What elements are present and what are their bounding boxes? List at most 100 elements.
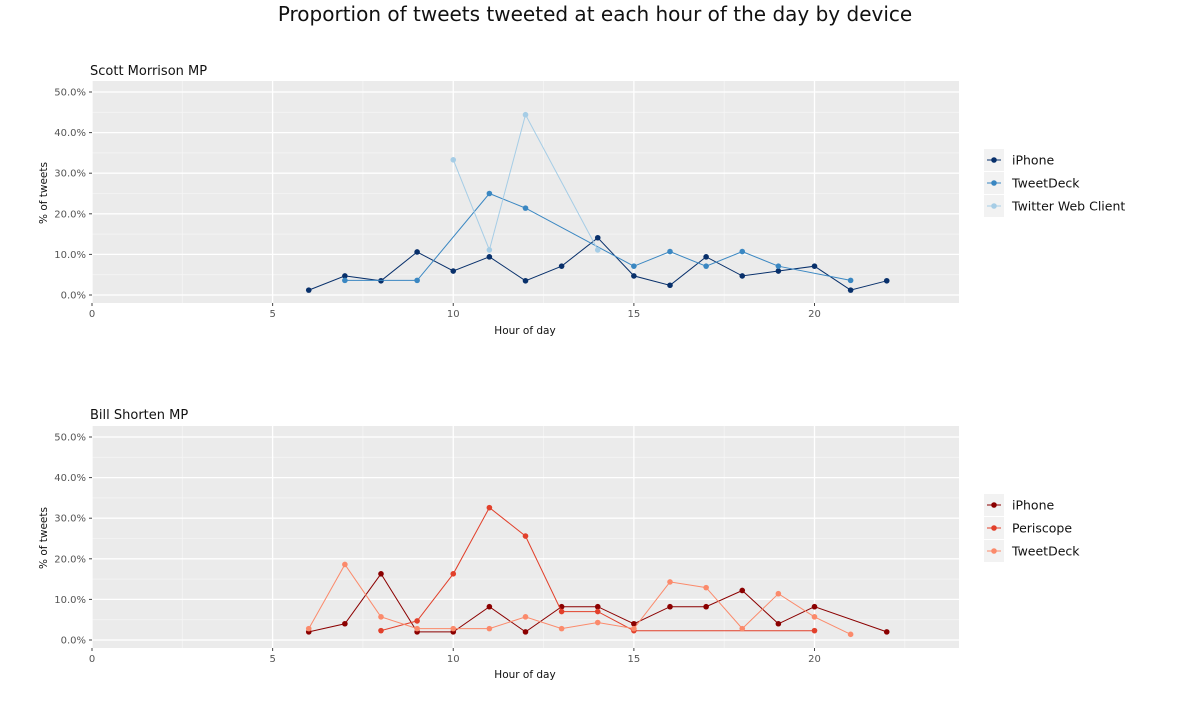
y-tick-label: 10.0%	[54, 250, 86, 261]
data-point	[883, 629, 890, 635]
x-tick-label: 5	[269, 654, 275, 665]
y-tick-label: 40.0%	[54, 473, 86, 484]
data-point	[378, 614, 384, 620]
y-tick-label: 30.0%	[54, 514, 86, 525]
data-point	[414, 618, 420, 624]
panel-title: Scott Morrison MP	[90, 64, 207, 79]
data-point	[667, 579, 673, 585]
data-point	[450, 157, 457, 163]
data-point	[594, 247, 601, 253]
data-point	[486, 254, 493, 260]
data-point	[414, 277, 420, 284]
data-point	[811, 614, 818, 620]
data-point	[486, 603, 493, 610]
x-tick-label: 15	[628, 309, 641, 320]
data-point	[558, 625, 565, 632]
y-tick-label: 50.0%	[54, 88, 86, 99]
plot-area: 0 5 10 15 20 0.0% 10.0% 20.0% 30.0% 40.0% 50.0%	[54, 81, 959, 320]
panel-title: Bill Shorten MP	[90, 408, 188, 423]
data-point	[486, 190, 493, 197]
legend-label: Periscope	[1012, 521, 1072, 536]
data-point	[775, 590, 782, 597]
legend-key-point	[991, 548, 997, 554]
data-point	[667, 248, 673, 255]
chart-title: Proportion of tweets tweeted at each hou…	[278, 2, 912, 26]
plot-area: 0 5 10 15 20 0.0% 10.0% 20.0% 30.0% 40.0% 50.0%	[54, 426, 959, 665]
x-tick-label: 10	[447, 654, 460, 665]
data-point	[631, 625, 637, 632]
x-tick-label: 10	[447, 309, 460, 320]
series-line	[452, 113, 599, 252]
legend-key-point	[991, 157, 997, 163]
panel-scott-morrison: Scott Morrison MP 0 5 10 15 20 0.0% 10.0% 20.0%…	[38, 64, 1125, 337]
data-point	[703, 603, 709, 610]
y-axis-label: % of tweets	[38, 507, 50, 569]
data-point	[631, 263, 637, 269]
data-point	[703, 263, 709, 269]
data-point	[594, 619, 601, 626]
data-point	[378, 571, 384, 577]
y-tick-label: 20.0%	[54, 554, 86, 565]
data-point	[522, 277, 529, 284]
data-point	[775, 268, 782, 274]
y-tick-label: 0.0%	[61, 636, 86, 647]
data-point	[739, 625, 746, 632]
x-tick-label: 20	[808, 309, 821, 320]
data-point	[631, 620, 637, 627]
data-point	[342, 561, 348, 568]
x-tick-label: 15	[628, 654, 641, 665]
legend: iPhone Periscope TweetDeck	[984, 494, 1080, 562]
data-point	[811, 603, 818, 610]
x-tick-label: 0	[89, 654, 95, 665]
panel-bill-shorten: Bill Shorten MP 0 5 10 15 20 0.0% 10.0% 20.0% 30…	[38, 408, 1080, 681]
data-point	[414, 249, 420, 255]
legend: iPhone TweetDeck Twitter Web Client	[984, 149, 1125, 217]
y-tick-label: 40.0%	[54, 128, 86, 139]
data-point	[558, 608, 565, 615]
data-point	[414, 625, 420, 632]
legend-label: iPhone	[1012, 498, 1055, 513]
data-point	[522, 629, 529, 635]
x-tick-label: 0	[89, 309, 95, 320]
legend-key-point	[991, 525, 997, 531]
legend-key-point	[991, 203, 997, 209]
y-tick-label: 10.0%	[54, 595, 86, 606]
data-point	[594, 608, 601, 615]
data-point	[378, 627, 384, 634]
data-point	[667, 282, 673, 289]
legend-key-point	[991, 502, 997, 508]
data-point	[594, 603, 601, 610]
y-axis-label: % of tweets	[38, 162, 50, 224]
data-point	[558, 263, 565, 269]
data-point	[775, 263, 782, 269]
y-tick-label: 30.0%	[54, 169, 86, 180]
y-tick-label: 20.0%	[54, 209, 86, 220]
data-point	[775, 620, 782, 627]
legend-label: TweetDeck	[1011, 544, 1080, 559]
x-tick-label: 20	[808, 654, 821, 665]
data-point	[342, 620, 348, 627]
legend-label: iPhone	[1012, 153, 1055, 168]
data-point	[305, 625, 312, 632]
data-point	[811, 627, 818, 634]
series-line	[344, 192, 851, 281]
data-point	[883, 277, 890, 284]
data-point	[847, 287, 854, 293]
data-point	[486, 625, 493, 632]
legend-label: TweetDeck	[1011, 176, 1080, 191]
data-point	[811, 263, 818, 269]
legend-label: Twitter Web Client	[1011, 199, 1125, 214]
data-point	[305, 287, 312, 293]
y-tick-label: 0.0%	[61, 291, 86, 302]
data-point	[739, 587, 746, 594]
data-point	[486, 247, 493, 253]
series-line	[308, 572, 887, 633]
data-point	[522, 614, 529, 620]
data-point	[450, 571, 457, 577]
data-point	[703, 254, 709, 260]
data-point	[739, 273, 746, 279]
data-point	[522, 111, 529, 118]
data-point	[739, 248, 746, 255]
data-point	[342, 273, 348, 279]
